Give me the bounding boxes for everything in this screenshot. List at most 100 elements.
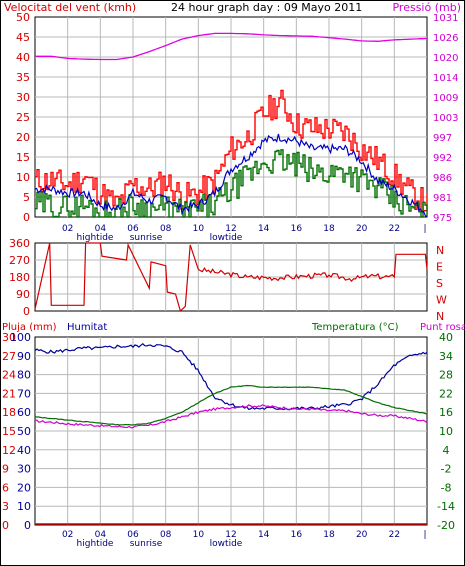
pressure-tick-label: 975	[433, 213, 452, 224]
x-tick-label: |	[423, 530, 426, 540]
direction-tick-label: 90	[16, 288, 30, 301]
compass-label: W	[436, 294, 447, 307]
x-tick-label: 18	[323, 530, 335, 540]
x-tick-label: 20	[356, 224, 368, 234]
x-tick-label: 08	[160, 530, 172, 540]
x-tick-label: 06	[127, 530, 139, 540]
x-tick-label: 16	[291, 224, 303, 234]
temperature-tick-label: 16	[439, 406, 453, 419]
wind-series	[34, 32, 428, 218]
wind-tick-label: 0	[23, 211, 30, 224]
temperature-axis-title: Temperatura (°C)	[311, 322, 399, 333]
humidity-tick-label: 90	[17, 350, 31, 363]
humidity-tick-label: 60	[17, 406, 31, 419]
temperature-tick-label: 22	[439, 387, 453, 400]
humidity-axis-title: Humitat	[67, 322, 107, 333]
x-tick-label: 10	[193, 224, 205, 234]
compass-label: E	[436, 261, 443, 274]
event-sunrise-bottom: sunrise	[130, 539, 163, 549]
wind-tick-label: 20	[16, 131, 30, 144]
humidity-tick-label: 70	[17, 387, 31, 400]
temperature-tick-label: -2	[441, 463, 452, 476]
dewpoint-axis-title: Punt rosada	[420, 322, 465, 333]
x-tick-label: 14	[258, 530, 270, 540]
pressure-title: Pressió (mb)	[392, 1, 461, 14]
direction-series	[34, 242, 428, 313]
x-tick-label: |	[423, 224, 426, 234]
humidity-tick-label: 20	[17, 481, 31, 494]
x-tick-label: 12	[225, 224, 236, 234]
humidity-tick-label: 30	[17, 463, 31, 476]
temperature-tick-label: -14	[437, 500, 455, 513]
event-hightide-bottom: hightide	[77, 539, 114, 549]
wind-tick-label: 45	[16, 31, 30, 44]
x-tick-label: 04	[95, 530, 107, 540]
pressure-tick-label: 992	[433, 153, 452, 164]
wind-tick-label: 30	[16, 91, 30, 104]
temperature-line	[34, 384, 428, 426]
x-tick-label: 12	[225, 530, 236, 540]
direction-tick-label: 0	[23, 305, 30, 318]
pressure-tick-label: 1031	[433, 13, 458, 24]
rain-axis-title: Pluja (mm)	[2, 322, 57, 333]
x-tick-label: 02	[62, 530, 73, 540]
rain-tick-label: 24	[2, 369, 16, 382]
humidity-y-ticks: 0 10 20 30 40 50 60 70 80 90 100	[10, 331, 31, 532]
wind-tick-label: 35	[16, 71, 30, 84]
pressure-tick-label: 1020	[433, 53, 458, 64]
x-tick-label: 10	[193, 530, 205, 540]
rain-tick-label: 3	[2, 500, 9, 513]
wind-tick-label: 5	[23, 191, 30, 204]
x-tick-label: 22	[389, 224, 400, 234]
humidity-tick-label: 80	[17, 369, 31, 382]
rain-tick-label: 6	[2, 481, 9, 494]
wind-tick-label: 50	[16, 11, 30, 24]
direction-y-ticks: 0 90 180 270 360	[9, 237, 30, 318]
rain-tick-label: 30	[2, 331, 16, 344]
temperature-tick-label: 10	[439, 425, 453, 438]
wind-tick-label: 15	[16, 151, 30, 164]
wind-y-ticks: 0 5 10 15 20 25 30 35 40 45 50	[16, 11, 30, 224]
rain-y-ticks: 0 3 6 9 12 15 18 21 24 27 30	[2, 331, 16, 532]
temperature-tick-label: -20	[437, 519, 455, 532]
temperature-y-ticks: -20 -14 -8 -2 4 10 16 22 28 34 40	[437, 331, 455, 532]
pressure-tick-label: 986	[433, 173, 452, 184]
humidity-tick-label: 10	[17, 500, 31, 513]
direction-line	[34, 242, 428, 313]
dewpoint-line	[34, 404, 428, 429]
x-tick-label: 18	[323, 224, 335, 234]
temp-series	[34, 343, 428, 525]
compass-label: N	[436, 310, 444, 323]
wind-x-ticks: 02 04 06 08 10 12 14 16 18 20 22 |	[62, 224, 427, 234]
x-tick-label: 16	[291, 530, 303, 540]
event-hightide-top: hightide	[77, 233, 114, 243]
gust-line	[35, 89, 428, 213]
rain-tick-label: 9	[2, 463, 9, 476]
wind-low-line	[35, 149, 428, 218]
direction-tick-label: 360	[9, 237, 30, 250]
pressure-tick-label: 981	[433, 193, 452, 204]
pressure-line	[35, 32, 428, 61]
humidity-tick-label: 0	[24, 519, 31, 532]
humidity-tick-label: 100	[10, 331, 31, 344]
humidity-line	[34, 343, 428, 411]
chart-main-title: 24 hour graph day : 09 Mayo 2011	[171, 1, 362, 14]
pressure-tick-label: 1009	[433, 93, 458, 104]
rain-tick-label: 12	[2, 444, 16, 457]
event-lowtide-bottom: lowtide	[210, 539, 243, 549]
rain-tick-label: 18	[2, 406, 16, 419]
wind-tick-label: 40	[16, 51, 30, 64]
rain-tick-label: 15	[2, 425, 16, 438]
wind-title: Velocitat del vent (kmh)	[4, 1, 136, 14]
pressure-tick-label: 1014	[433, 73, 458, 84]
humidity-tick-label: 40	[17, 444, 31, 457]
rain-tick-label: 21	[2, 387, 16, 400]
rain-tick-label: 0	[2, 519, 9, 532]
temp-x-ticks: 02 04 06 08 10 12 14 16 18 20 22 |	[62, 530, 427, 540]
direction-tick-label: 270	[9, 254, 30, 267]
x-tick-label: 04	[95, 224, 107, 234]
